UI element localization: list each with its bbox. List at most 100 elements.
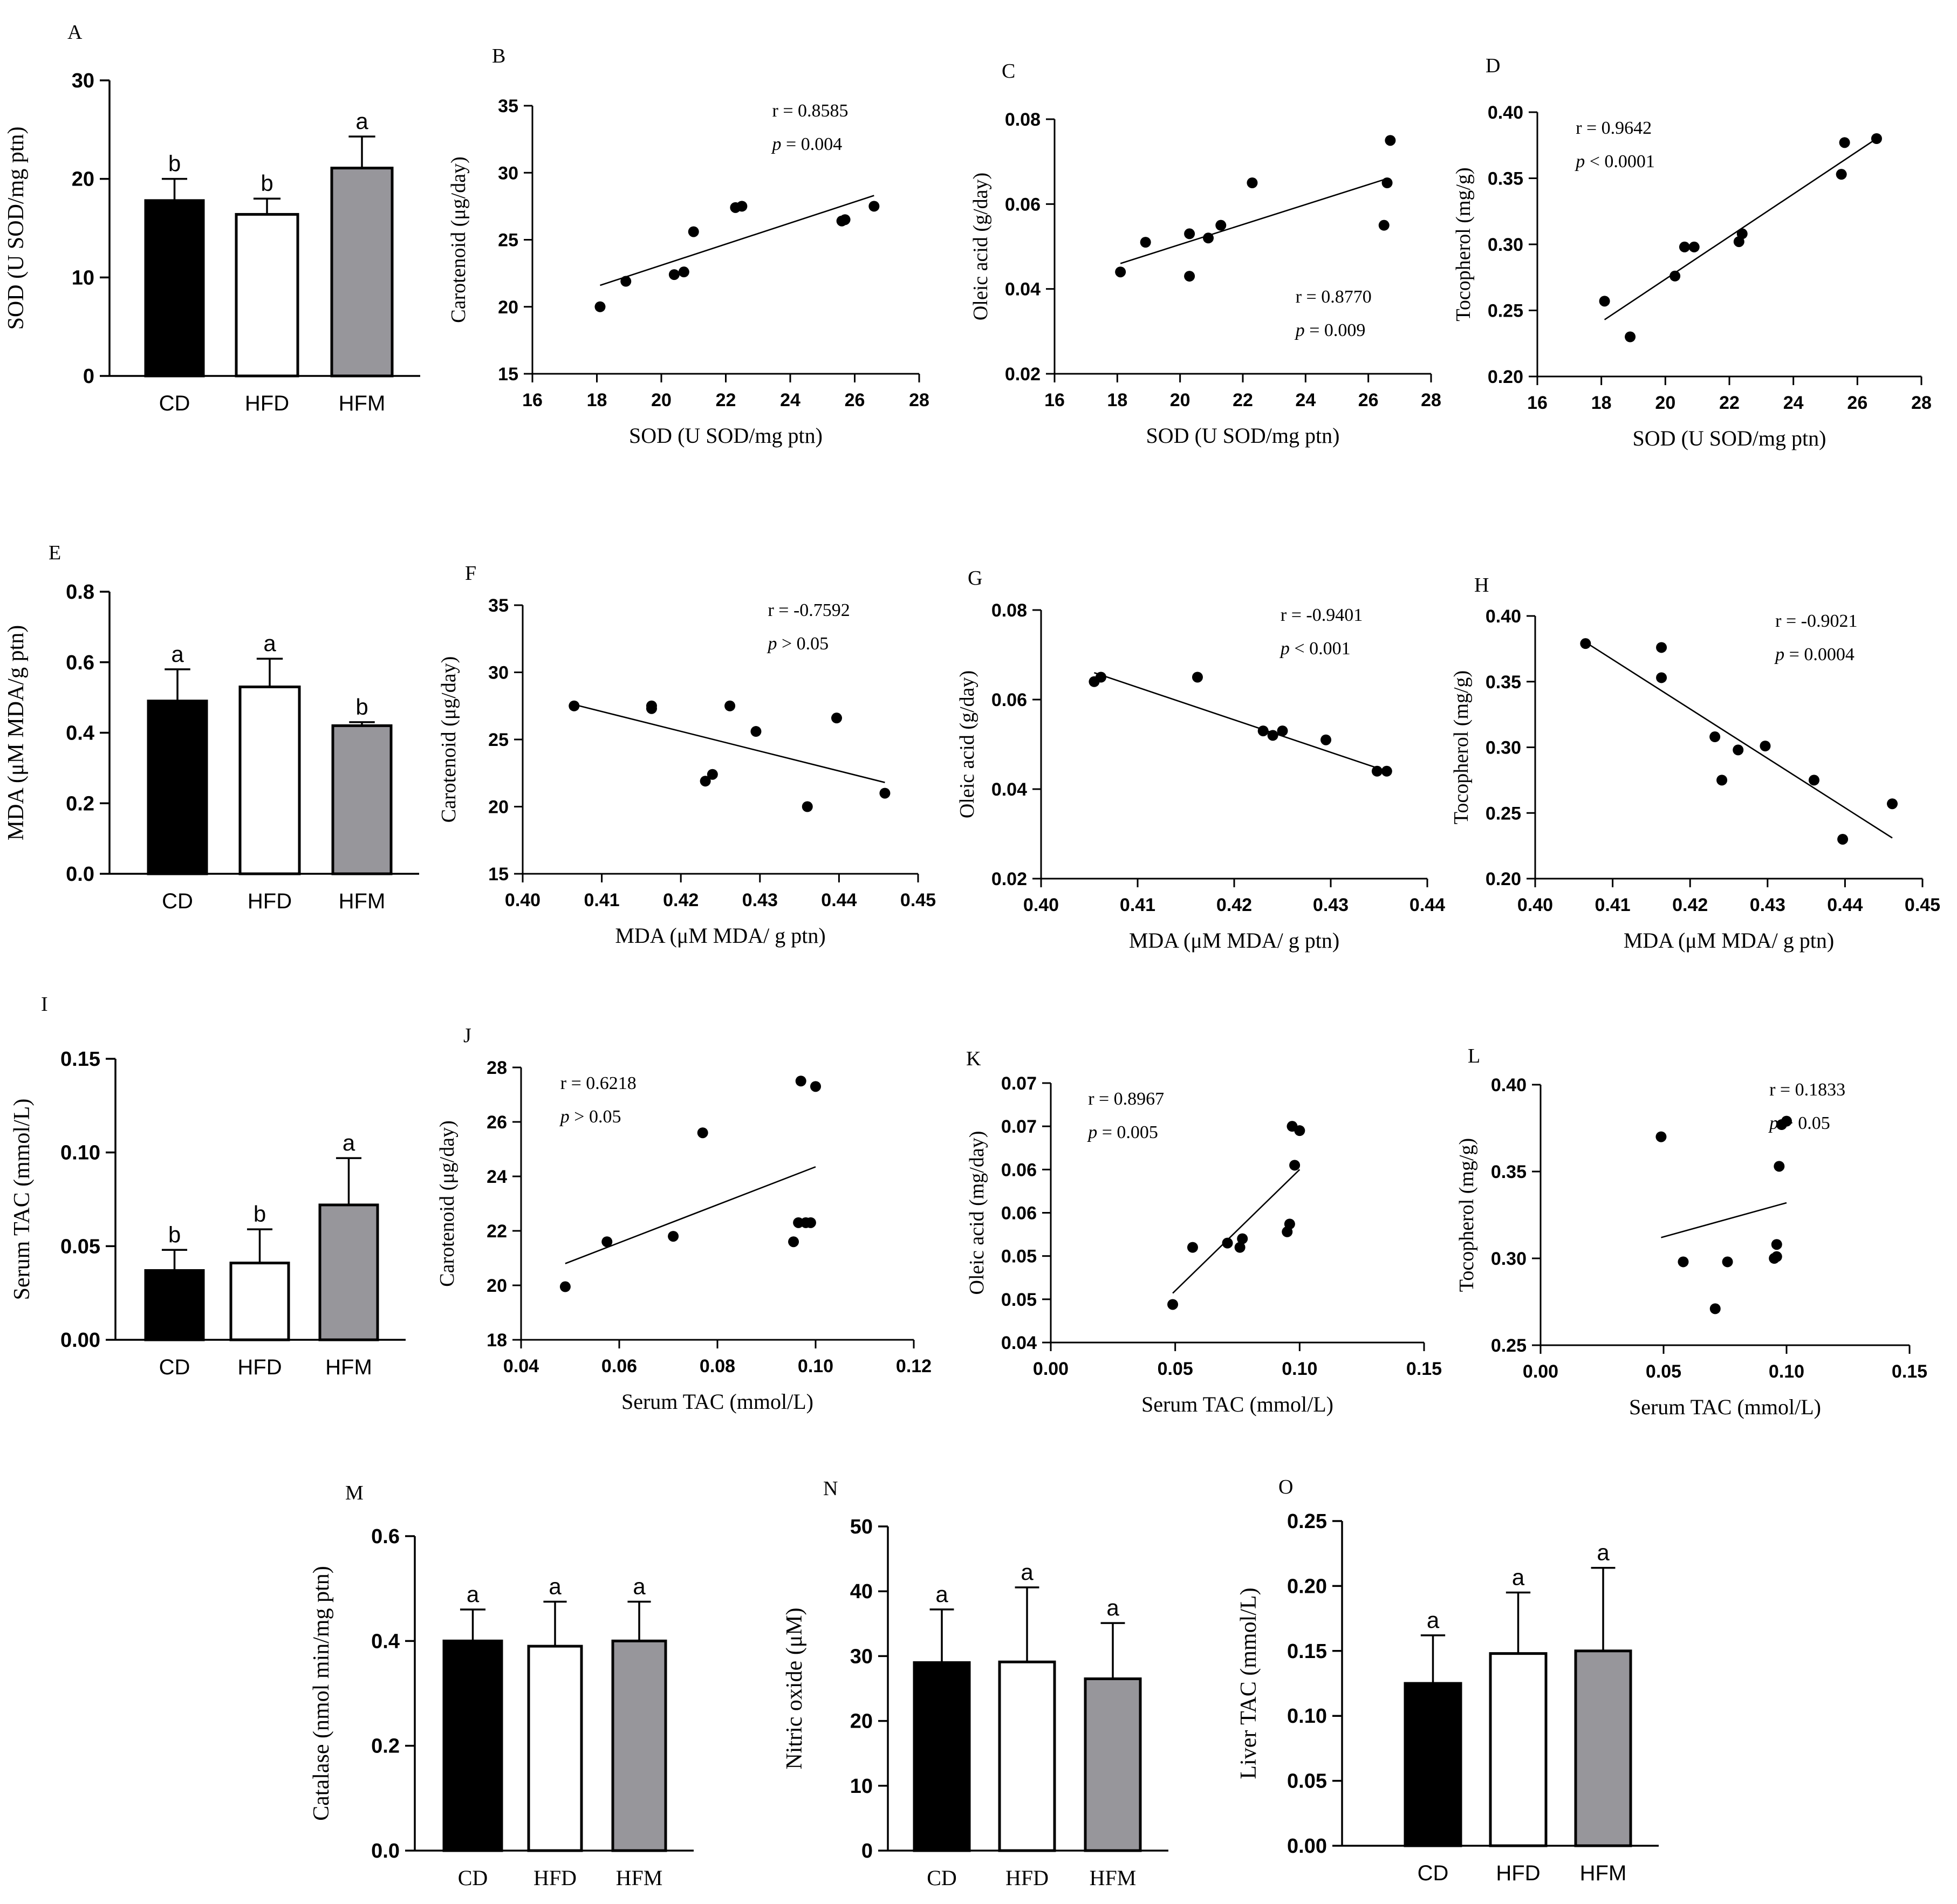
y-tick-label: 0.02: [1005, 364, 1041, 385]
x-tick-label: 0.42: [1216, 895, 1252, 915]
x-tick-label: 0.08: [700, 1356, 735, 1376]
data-point: [1837, 833, 1849, 845]
y-tick-label: 0.15: [60, 1048, 100, 1071]
y-axis-label: Nitric oxide (μM): [782, 1607, 807, 1769]
y-axis-label: Oleic acid (g/day): [956, 670, 978, 818]
data-point: [1237, 1233, 1248, 1244]
chart-panel-j: J 0.04 0.06 0.08 0.10 0.12 18 20 22 24 26 28 Serum T…: [436, 1024, 932, 1414]
x-axis-label: Serum TAC (mmol/L): [621, 1389, 813, 1414]
data-point: [802, 801, 813, 812]
y-tick-label: 0.10: [60, 1142, 100, 1165]
regression-line: [1094, 672, 1387, 772]
data-point: [1289, 1160, 1301, 1171]
x-tick-label: 0.10: [798, 1356, 833, 1376]
y-tick-label: 20: [850, 1710, 873, 1733]
p-value: p = 0.009: [1295, 320, 1366, 340]
data-point: [1095, 672, 1106, 683]
y-tick-label: 20: [488, 797, 509, 818]
x-axis-label: SOD (U SOD/mg ptn): [1633, 426, 1826, 450]
data-point: [1760, 741, 1771, 752]
data-point: [1709, 731, 1721, 743]
significance-letter: a: [935, 1581, 948, 1607]
y-tick-label: 25: [488, 730, 509, 750]
y-tick-label: 0.40: [1488, 102, 1523, 123]
y-tick-label: 0.20: [1287, 1575, 1327, 1598]
x-tick-label: 0.10: [1769, 1361, 1804, 1382]
p-symbol: p: [1575, 152, 1585, 172]
significance-letter: a: [1021, 1559, 1034, 1585]
bar-hfm: [331, 724, 393, 875]
panel-label: G: [968, 567, 982, 590]
significance-letter: a: [263, 631, 276, 656]
y-tick-label: 0.10: [1287, 1705, 1327, 1728]
data-point: [1678, 1256, 1689, 1268]
p-value: p = 0.005: [1087, 1122, 1158, 1142]
chart-panel-h: H 0.40 0.41 0.42 0.43 0.44 0.45 0.20 0.25 0.30 0.3…: [1450, 574, 1940, 953]
y-tick-label: 0.4: [371, 1630, 400, 1653]
y-tick-label: 10: [72, 266, 94, 289]
chart-panel-i: I 0.00 0.05 0.10 0.15 Serum TAC (mmol/L) b CD b H…: [10, 993, 406, 1379]
regression-line: [1120, 177, 1387, 264]
x-tick-label: 0.45: [900, 890, 936, 910]
y-tick-label: 0.35: [1486, 672, 1521, 693]
y-tick-label: 0.07: [1001, 1073, 1037, 1094]
y-tick-label: 0.6: [371, 1525, 400, 1548]
panel-label: J: [463, 1024, 471, 1047]
y-tick-label: 0.20: [1486, 869, 1521, 889]
significance-letter: a: [1106, 1595, 1119, 1620]
bar-hfd: [1489, 1652, 1548, 1847]
x-tick-label: 28: [1421, 390, 1441, 410]
chart-panel-d: D 16 18 20 22 24 26 28 0.20 0.25 0.30 0.35 0.40 SOD (…: [1452, 54, 1932, 450]
y-tick-label: 0: [861, 1840, 873, 1862]
data-point: [839, 214, 851, 225]
chart-panel-k: K 0.00 0.05 0.10 0.15 0.04 0.05 0.05 0.06 0.06 0.0…: [966, 1047, 1442, 1416]
bar-cd: [144, 1269, 205, 1341]
x-tick-label: 0.44: [821, 890, 857, 910]
x-category-label: HFD: [245, 392, 289, 415]
significance-letter: b: [254, 1201, 266, 1227]
x-tick-label: 20: [1170, 390, 1190, 410]
p-symbol: p: [1774, 645, 1784, 665]
x-tick-label: 24: [1295, 390, 1316, 410]
data-point: [1378, 220, 1390, 231]
x-tick-label: 26: [1847, 393, 1867, 413]
y-tick-label: 0: [83, 365, 94, 388]
x-category-label: HFD: [533, 1866, 577, 1890]
x-tick-label: 20: [1655, 393, 1675, 413]
panel-label: F: [465, 562, 476, 585]
x-tick-label: 18: [1591, 393, 1612, 413]
p-value-text: > 0.05: [777, 634, 829, 654]
p-value: p > 0.05: [767, 634, 829, 654]
x-tick-label: 24: [1783, 393, 1804, 413]
x-category-label: CD: [1418, 1861, 1449, 1885]
data-point: [1655, 1131, 1667, 1142]
data-point: [1886, 798, 1898, 810]
x-tick-label: 28: [1911, 393, 1932, 413]
x-category-label: CD: [458, 1866, 488, 1890]
y-tick-label: 40: [850, 1580, 873, 1603]
bar-hfd: [998, 1660, 1056, 1852]
bar-hfm: [1084, 1677, 1142, 1852]
data-point: [1771, 1251, 1782, 1262]
data-point: [1187, 1242, 1198, 1253]
data-point: [724, 700, 736, 711]
panel-label: M: [345, 1482, 364, 1504]
data-point: [1871, 133, 1882, 144]
data-point: [1277, 725, 1288, 737]
data-point: [750, 726, 762, 737]
data-point: [1203, 232, 1214, 244]
data-point: [1771, 1239, 1782, 1250]
x-category-label: HFM: [325, 1355, 372, 1379]
y-tick-label: 28: [487, 1058, 507, 1078]
data-point: [688, 226, 699, 237]
data-point: [1140, 237, 1151, 248]
data-point: [831, 713, 843, 724]
chart-panel-e: E 0.0 0.2 0.4 0.6 0.8 MDA (μM MDA/g ptn) a CD a HF…: [4, 542, 419, 913]
y-tick-label: 0.25: [1486, 803, 1521, 824]
x-tick-label: 26: [1358, 390, 1379, 410]
data-point: [1215, 220, 1227, 231]
data-point: [1222, 1237, 1233, 1249]
bar-cd: [913, 1661, 971, 1852]
panel-label: C: [1002, 60, 1015, 83]
x-category-label: HFM: [616, 1866, 663, 1890]
